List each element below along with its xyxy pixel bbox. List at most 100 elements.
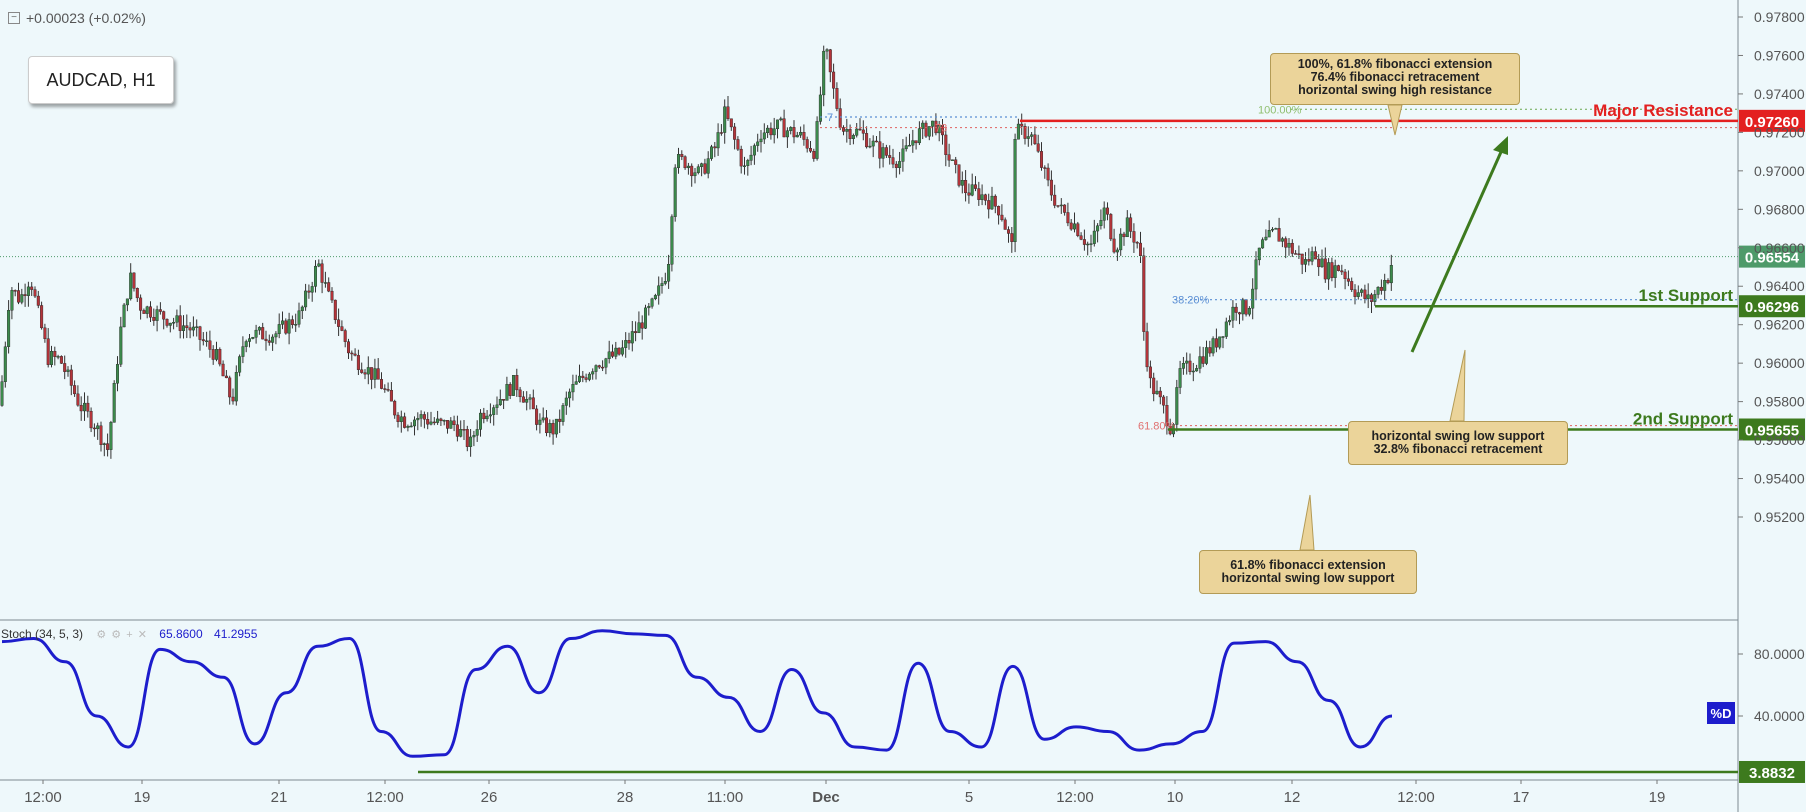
candle-body xyxy=(482,412,486,420)
candle-body xyxy=(264,338,268,341)
candle-body xyxy=(1185,360,1189,364)
candle-body xyxy=(647,306,651,309)
candle-body xyxy=(393,400,397,416)
candle-body xyxy=(997,206,1001,216)
callout-first-support-line-1: horizontal swing low support xyxy=(1371,429,1545,443)
candle-body xyxy=(644,307,648,329)
candle-body xyxy=(838,108,842,128)
candle-body xyxy=(660,283,664,286)
candle-body xyxy=(990,195,994,210)
candle-body xyxy=(1069,222,1073,230)
price-tick-label: 0.95400 xyxy=(1754,471,1805,487)
candle-body xyxy=(112,383,116,423)
stoch-d-value: 41.2955 xyxy=(214,627,258,641)
candle-body xyxy=(769,127,773,136)
candle-body xyxy=(350,352,354,355)
candle-body xyxy=(10,290,14,311)
candle-body xyxy=(736,139,740,150)
current-price-label: 0.96554 xyxy=(1745,250,1800,267)
candle-body xyxy=(439,418,443,421)
candle-body xyxy=(558,418,562,422)
candle-body xyxy=(683,156,687,169)
fib-100-label: 100.00% xyxy=(1258,104,1302,116)
candle-body xyxy=(538,419,542,425)
time-tick-label: 12:00 xyxy=(1397,789,1435,806)
candle-body xyxy=(1363,289,1367,299)
collapse-icon[interactable]: − xyxy=(8,12,20,24)
candle-body xyxy=(710,146,714,159)
candle-body xyxy=(594,365,598,372)
candle-body xyxy=(663,280,667,284)
candle-body xyxy=(835,88,839,109)
stoch-tick-label: 40.0000 xyxy=(1754,708,1805,724)
candle-body xyxy=(267,340,271,343)
candle-body xyxy=(911,140,915,146)
candle-body xyxy=(488,414,492,417)
candle-body xyxy=(871,140,875,147)
candle-body xyxy=(419,414,423,419)
axes: 0.97800 0.97600 0.97400 0.97200 0.97000 0.968… xyxy=(24,9,1805,806)
candle-body xyxy=(1152,377,1156,395)
candle-body xyxy=(901,148,905,162)
candle-body xyxy=(1175,387,1179,425)
candle-body xyxy=(716,132,720,149)
candle-body xyxy=(479,412,483,430)
candle-body xyxy=(581,375,585,378)
candle-body xyxy=(967,192,971,196)
candle-body xyxy=(630,331,634,344)
candle-body xyxy=(776,119,780,130)
candle-body xyxy=(1053,194,1057,206)
stoch-settings-icons[interactable]: ⚙ ⚙ + ✕ xyxy=(96,629,148,641)
candle-body xyxy=(1310,251,1314,262)
candle-body xyxy=(815,121,819,159)
candle-body xyxy=(785,130,789,138)
candle-body xyxy=(142,310,146,314)
candle-body xyxy=(914,140,918,144)
candle-body xyxy=(772,128,776,136)
candle-body xyxy=(1023,126,1027,139)
candle-body xyxy=(1115,249,1119,253)
candle-body xyxy=(1063,204,1067,213)
time-tick-label: 12:00 xyxy=(366,789,404,806)
candle-body xyxy=(719,132,723,134)
candle-body xyxy=(568,391,572,399)
price-axis-bg xyxy=(1739,0,1806,812)
candle-body xyxy=(409,425,413,428)
time-tick-label: 12 xyxy=(1284,789,1301,806)
candle-body xyxy=(1247,307,1251,315)
candle-body xyxy=(1234,306,1238,313)
projection-arrow-head xyxy=(1493,136,1508,155)
candle-body xyxy=(208,340,212,350)
candle-body xyxy=(739,148,743,167)
candle-body xyxy=(878,141,882,159)
candle-body xyxy=(201,339,205,342)
candle-body xyxy=(218,349,222,365)
candle-body xyxy=(937,125,941,134)
candle-body xyxy=(69,369,73,386)
candle-body xyxy=(531,397,535,410)
candle-body xyxy=(1360,289,1364,293)
candle-body xyxy=(1383,279,1387,291)
candle-body xyxy=(1016,123,1020,140)
candle-body xyxy=(3,346,7,382)
candle-body xyxy=(1079,235,1083,240)
symbol-label[interactable]: AUDCAD, H1 xyxy=(28,56,174,104)
major-resistance-label: Major Resistance xyxy=(1593,101,1733,120)
candle-body xyxy=(1343,271,1347,280)
candle-body xyxy=(875,140,879,143)
candle-body xyxy=(634,331,638,334)
candle-body xyxy=(1366,294,1370,299)
candle-body xyxy=(1191,370,1195,373)
candle-body xyxy=(406,426,410,428)
candle-body xyxy=(1376,286,1380,295)
candle-body xyxy=(881,147,885,159)
candle-body xyxy=(1109,214,1113,240)
candle-body xyxy=(1369,294,1373,302)
candle-body xyxy=(1066,212,1070,224)
candle-body xyxy=(868,145,872,148)
candle-body xyxy=(927,126,931,137)
candle-body xyxy=(554,418,558,435)
candle-body xyxy=(333,299,337,321)
candle-body xyxy=(300,306,304,312)
